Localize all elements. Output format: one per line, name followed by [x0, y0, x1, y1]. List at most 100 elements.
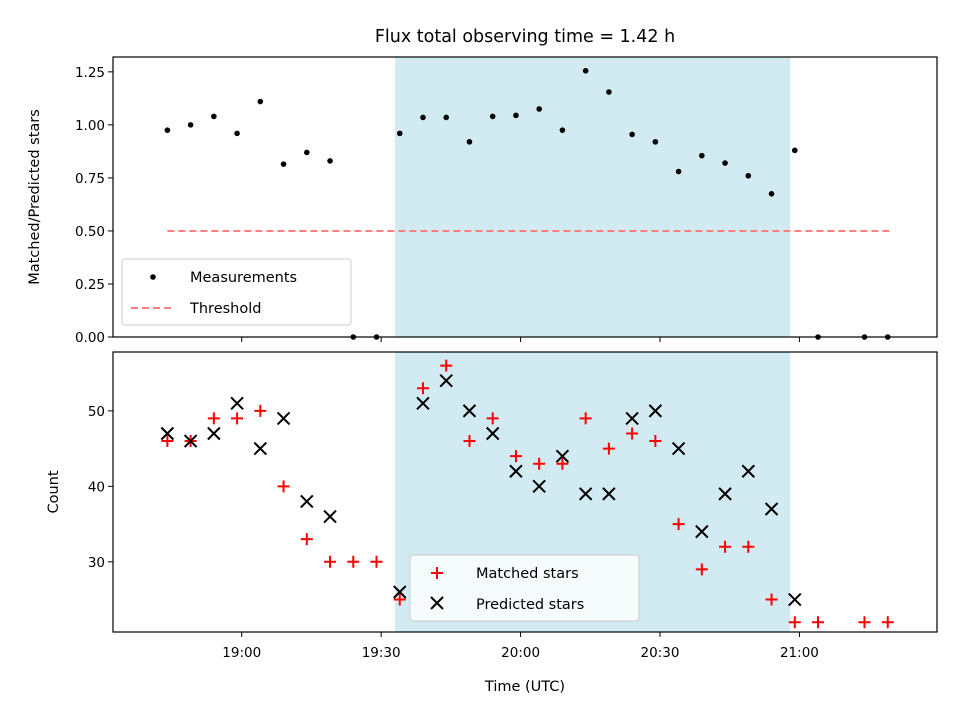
bottom-predicted-stars-point [602, 487, 616, 501]
top-plot-frame [112, 56, 938, 338]
top-measurements-point [768, 191, 775, 197]
top-measurements-point [280, 161, 287, 167]
bottom-matched-stars-point [300, 533, 313, 546]
top-measurements-point [327, 158, 333, 164]
bottom-predicted-stars-point [695, 524, 709, 539]
bottom-matched-stars-point [556, 457, 569, 470]
top-measurements-point [675, 168, 682, 175]
bottom-predicted-stars-point [532, 479, 546, 494]
bottom-predicted-stars-point [741, 464, 756, 478]
bottom-predicted-stars-point [555, 449, 570, 463]
bottom-x-tick-label: 19:30 [362, 645, 401, 661]
bottom-y-tick-label: 50 [88, 404, 105, 420]
bottom-matched-stars-point [881, 616, 894, 629]
predicted-stars-legend-marker [430, 596, 444, 610]
bottom-matched-stars-point [719, 540, 732, 553]
top-measurements-point [257, 98, 264, 105]
top-observing-span [395, 57, 791, 337]
bottom-predicted-stars-point [323, 509, 337, 524]
top-measurements-point [396, 130, 403, 137]
bottom-matched-stars-point [370, 555, 383, 568]
bottom-matched-stars-point [626, 427, 639, 440]
top-measurements-point [791, 147, 798, 154]
bottom-predicted-stars-point [207, 426, 221, 441]
top-measurements-point [513, 112, 519, 119]
bottom-matched-stars-point [277, 480, 290, 493]
bottom-predicted-stars-point [671, 441, 686, 456]
bottom-predicted-stars-point [788, 592, 802, 607]
top-measurements-point [466, 139, 473, 145]
top-y-tick-label: 1.25 [75, 65, 105, 81]
bottom-matched-stars-point [486, 412, 499, 425]
bottom-matched-stars-point [602, 442, 615, 455]
top-measurements-point [722, 160, 728, 166]
bottom-matched-stars-point [463, 435, 476, 448]
bottom-matched-stars-point [672, 518, 685, 531]
bottom-predicted-stars-point [160, 426, 175, 441]
bottom-predicted-stars-point [253, 441, 268, 456]
bottom-matched-stars-point [347, 555, 360, 568]
top-measurements-point [652, 139, 659, 145]
top-y-tick-label: 0.00 [75, 330, 105, 346]
bottom-x-tick-label: 21:00 [780, 645, 819, 661]
bottom-matched-stars-point [440, 359, 453, 372]
top-y-tick-label: 1.00 [75, 118, 105, 134]
bottom-matched-stars-point [812, 616, 825, 629]
bottom-matched-stars-point [695, 563, 708, 576]
top-measurements-point [559, 127, 566, 133]
x-axis-label: Time (UTC) [484, 679, 565, 695]
bottom-x-tick-label: 19:00 [222, 645, 261, 661]
bottom-y-tick-label: 30 [88, 555, 105, 571]
top-panel: 0.00 0.25 0.50 0.75 1.00 1.25 [75, 56, 938, 346]
predicted-stars-legend-label: Predicted stars [476, 597, 584, 613]
top-measurements-point [699, 152, 705, 159]
top-measurements-point [211, 113, 217, 120]
top-measurements-point [443, 114, 450, 121]
top-measurements-point [164, 127, 171, 133]
bottom-matched-stars-point [324, 555, 337, 568]
bottom-predicted-stars-point [625, 411, 639, 426]
top-measurements-point [606, 89, 612, 95]
bottom-predicted-stars-point [300, 494, 314, 509]
chart-title: Flux total observing time = 1.42 h [375, 27, 675, 47]
bottom-matched-stars-point [161, 435, 174, 448]
top-measurements-point [187, 122, 194, 128]
bottom-matched-stars-point [858, 616, 871, 629]
bottom-matched-stars-point [231, 412, 244, 425]
top-measurements-point [489, 113, 496, 120]
bottom-predicted-stars-point [439, 373, 453, 388]
bottom-matched-stars-point [207, 412, 220, 425]
bottom-predicted-stars-point [648, 404, 663, 418]
bottom-predicted-stars-point [764, 502, 779, 516]
top-legend: Measurements Threshold [121, 258, 352, 326]
bottom-predicted-stars-point [462, 404, 477, 418]
matched-stars-legend-marker [431, 567, 443, 579]
top-legend-box [121, 258, 352, 326]
top-y-tick-label: 0.25 [75, 277, 105, 293]
bottom-predicted-stars-point [509, 464, 523, 478]
top-measurements-point [234, 130, 240, 137]
matched-stars-legend-label: Matched stars [476, 566, 579, 582]
bottom-legend: Matched stars Predicted stars [409, 554, 640, 622]
bottom-matched-stars-point [393, 593, 406, 606]
top-y-axis-label: Matched/Predicted stars [27, 109, 43, 285]
measurements-legend-marker [150, 274, 156, 280]
measurements-legend-label: Measurements [190, 270, 297, 286]
bottom-matched-stars-point [788, 616, 801, 629]
bottom-predicted-stars-point [578, 487, 593, 501]
bottom-matched-stars-point [742, 540, 755, 553]
bottom-predicted-stars-point [276, 411, 291, 426]
bottom-matched-stars-point [649, 435, 662, 448]
top-y-tick-label: 0.75 [75, 171, 105, 187]
top-measurements-point [745, 172, 752, 179]
bottom-x-tick-label: 20:00 [501, 645, 540, 661]
bottom-matched-stars-point [254, 404, 267, 417]
bottom-matched-stars-point [509, 450, 522, 463]
bottom-predicted-stars-point [718, 487, 732, 501]
top-measurements-point [536, 106, 542, 112]
bottom-predicted-stars-point [183, 434, 198, 448]
bottom-matched-stars-point [765, 593, 778, 606]
bottom-legend-box [409, 554, 640, 622]
bottom-y-tick-label: 40 [88, 479, 105, 495]
